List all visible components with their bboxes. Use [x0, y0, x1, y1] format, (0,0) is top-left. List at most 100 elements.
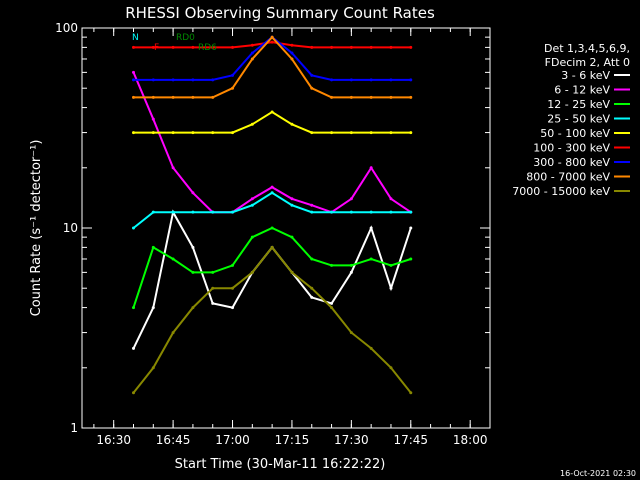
legend-label: 100 - 300 keV	[533, 142, 610, 155]
series-point	[270, 110, 274, 114]
series-point	[151, 306, 155, 310]
series-point	[211, 270, 215, 274]
series-5	[131, 110, 413, 135]
series-point	[369, 210, 373, 214]
series-point	[131, 346, 135, 350]
series-point	[151, 45, 155, 49]
series-point	[171, 166, 175, 170]
series-point	[349, 270, 353, 274]
x-tick-label: 17:15	[275, 433, 310, 447]
series-point	[191, 45, 195, 49]
series-point	[389, 210, 393, 214]
series-point	[131, 45, 135, 49]
series-point	[171, 78, 175, 82]
series-point	[369, 45, 373, 49]
series-point	[231, 210, 235, 214]
series-point	[171, 257, 175, 261]
legend-label: 300 - 800 keV	[533, 156, 610, 169]
series-point	[310, 45, 314, 49]
series-point	[211, 131, 215, 135]
x-axis-label: Start Time (30-Mar-11 16:22:22)	[175, 457, 386, 472]
series-point	[349, 131, 353, 135]
y-tick-label: 10	[63, 221, 78, 235]
legend: Det 1,3,4,5,6,9,FDecim 2, Att 03 - 6 keV…	[512, 42, 630, 198]
series-point	[310, 295, 314, 299]
series-point	[369, 78, 373, 82]
series-point	[409, 257, 413, 261]
legend-label: 12 - 25 keV	[547, 98, 610, 111]
series-point	[330, 78, 334, 82]
series-point	[151, 95, 155, 99]
series-point	[290, 235, 294, 239]
series-point	[310, 257, 314, 261]
series-point	[191, 306, 195, 310]
series-point	[349, 78, 353, 82]
series-8	[131, 35, 413, 99]
footer-timestamp: 16-Oct-2021 02:30	[560, 469, 636, 478]
series-point	[270, 245, 274, 249]
series-point	[409, 226, 413, 230]
series-point	[151, 245, 155, 249]
series-point	[250, 235, 254, 239]
series-point	[151, 117, 155, 121]
series-point	[349, 331, 353, 335]
series-point	[409, 78, 413, 82]
series-point	[270, 35, 274, 39]
series-point	[330, 131, 334, 135]
series-point	[310, 210, 314, 214]
series-point	[270, 185, 274, 189]
series-3	[131, 226, 413, 310]
series-point	[191, 245, 195, 249]
series-point	[250, 197, 254, 201]
series-point	[191, 95, 195, 99]
series-point	[369, 226, 373, 230]
flag-label: N	[132, 33, 139, 43]
series-point	[389, 286, 393, 290]
series-point	[211, 95, 215, 99]
series-point	[211, 45, 215, 49]
series-point	[231, 263, 235, 267]
series-point	[250, 270, 254, 274]
series-point	[290, 51, 294, 55]
legend-label: 7000 - 15000 keV	[512, 185, 610, 198]
series-point	[330, 95, 334, 99]
series-point	[349, 197, 353, 201]
y-axis-label: Count Rate (s⁻¹ detector⁻¹)	[29, 140, 44, 317]
series-point	[330, 210, 334, 214]
series-point	[270, 40, 274, 44]
series-point	[310, 286, 314, 290]
series-point	[131, 226, 135, 230]
series-point	[131, 131, 135, 135]
flag-label: F	[154, 43, 159, 53]
flag-label: RD0	[176, 33, 195, 43]
series-point	[270, 226, 274, 230]
y-tick-label: 1	[70, 421, 78, 435]
series-point	[191, 131, 195, 135]
legend-label: 3 - 6 keV	[561, 69, 610, 82]
series-point	[349, 210, 353, 214]
series-point	[409, 210, 413, 214]
plot-frame: 16:30 16:45 17:00 17:15 17:30 17:45 18:00 1 10 10…	[55, 21, 491, 447]
series-point	[389, 45, 393, 49]
legend-label: 25 - 50 keV	[547, 113, 610, 126]
series-point	[231, 73, 235, 77]
series-point	[171, 210, 175, 214]
series-point	[310, 203, 314, 207]
series-point	[211, 210, 215, 214]
legend-header: Det 1,3,4,5,6,9,	[544, 42, 630, 55]
series-point	[231, 131, 235, 135]
series-point	[250, 203, 254, 207]
series-point	[231, 306, 235, 310]
legend-label: 800 - 7000 keV	[526, 171, 610, 184]
x-tick-label: 17:00	[215, 433, 250, 447]
series-point	[250, 57, 254, 61]
series-point	[131, 391, 135, 395]
series-9	[131, 245, 413, 395]
series-point	[389, 197, 393, 201]
series-point	[131, 78, 135, 82]
series-point	[191, 210, 195, 214]
series-point	[409, 131, 413, 135]
series-point	[409, 95, 413, 99]
series-point	[211, 286, 215, 290]
